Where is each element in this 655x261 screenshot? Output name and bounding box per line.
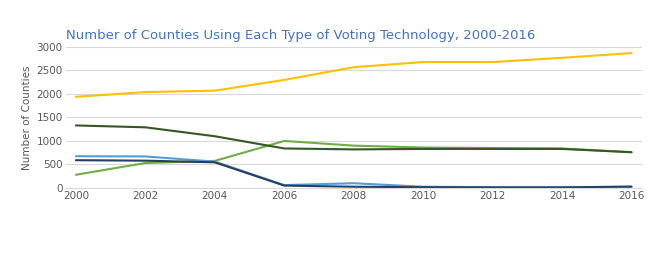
Electronic [141, 162, 149, 165]
Lever [419, 185, 427, 188]
Punchcard [627, 185, 635, 188]
Electronic [350, 144, 358, 147]
Lever [489, 186, 496, 189]
Lever [211, 160, 219, 163]
Y-axis label: Number of Counties: Number of Counties [22, 65, 32, 170]
Optical scan [72, 95, 80, 98]
Optical scan [627, 51, 635, 55]
Optical scan [211, 89, 219, 92]
Punchcard [280, 184, 288, 187]
Electronic [489, 146, 496, 150]
Line: Optical scan: Optical scan [76, 53, 631, 97]
Lever [627, 186, 635, 189]
Paper ballot [627, 151, 635, 154]
Optical scan [141, 91, 149, 94]
Paper ballot [419, 147, 427, 151]
Paper ballot [350, 148, 358, 151]
Electronic [627, 151, 635, 154]
Paper ballot [211, 135, 219, 138]
Punchcard [419, 186, 427, 189]
Optical scan [489, 61, 496, 64]
Lever [350, 182, 358, 185]
Paper ballot [489, 147, 496, 151]
Electronic [419, 146, 427, 149]
Line: Electronic: Electronic [76, 141, 631, 175]
Lever [72, 155, 80, 158]
Text: Number of Counties Using Each Type of Voting Technology, 2000-2016: Number of Counties Using Each Type of Vo… [66, 29, 535, 42]
Punchcard [211, 161, 219, 164]
Punchcard [558, 186, 566, 189]
Paper ballot [141, 126, 149, 129]
Electronic [280, 139, 288, 143]
Electronic [211, 159, 219, 162]
Punchcard [141, 159, 149, 162]
Line: Paper ballot: Paper ballot [76, 126, 631, 152]
Punchcard [72, 159, 80, 162]
Punchcard [489, 186, 496, 189]
Line: Punchcard: Punchcard [76, 160, 631, 187]
Optical scan [558, 56, 566, 59]
Optical scan [419, 61, 427, 64]
Punchcard [350, 185, 358, 188]
Lever [280, 183, 288, 187]
Optical scan [350, 66, 358, 69]
Electronic [72, 173, 80, 176]
Paper ballot [72, 124, 80, 127]
Electronic [558, 147, 566, 150]
Paper ballot [558, 147, 566, 151]
Optical scan [280, 78, 288, 81]
Lever [141, 155, 149, 158]
Lever [558, 186, 566, 189]
Paper ballot [280, 147, 288, 150]
Line: Lever: Lever [76, 156, 631, 187]
